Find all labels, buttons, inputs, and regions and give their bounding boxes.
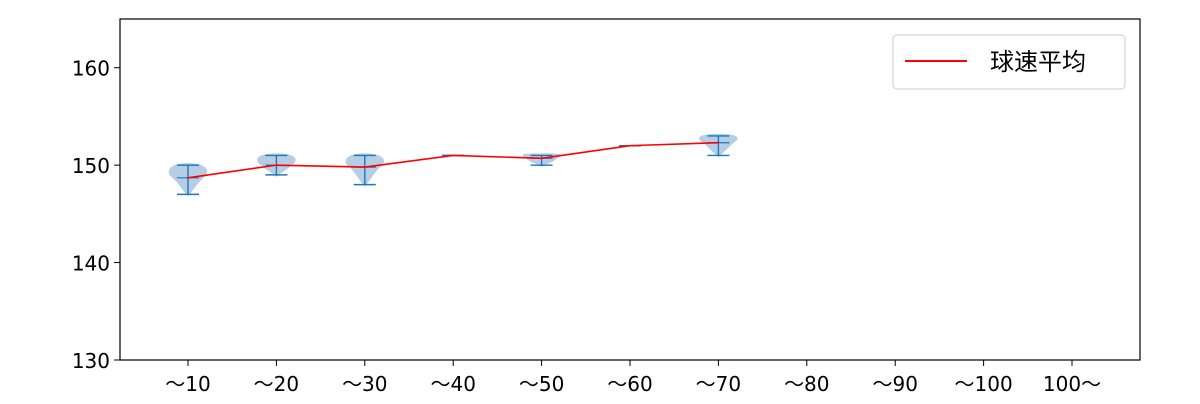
x-tick-label: ～10: [165, 372, 210, 396]
x-tick-label: ～90: [872, 372, 917, 396]
x-tick-label: ～20: [254, 372, 299, 396]
x-tick-label: ～80: [784, 372, 829, 396]
data-point: [629, 144, 631, 147]
y-tick-label: 150: [72, 154, 110, 178]
y-tick-label: 140: [72, 252, 110, 276]
x-tick-label: ～60: [607, 372, 652, 396]
x-tick-label: ～30: [342, 372, 387, 396]
x-tick-label: ～40: [430, 372, 475, 396]
data-point: [187, 177, 189, 179]
y-tick-label: 160: [72, 57, 110, 81]
x-tick-label: ～70: [696, 372, 741, 396]
y-tick-label: 130: [72, 349, 110, 373]
legend: 球速平均: [892, 34, 1126, 90]
data-point: [364, 166, 366, 168]
data-point: [275, 164, 278, 166]
plot-frame: [119, 18, 1141, 361]
x-tick-label: ～50: [519, 372, 564, 396]
data-point: [540, 157, 543, 160]
x-tick-label: ～100: [955, 372, 1013, 396]
x-tick-label: 100～: [1043, 372, 1101, 396]
legend-label: 球速平均: [990, 48, 1086, 76]
data-point: [717, 141, 720, 144]
data-point: [452, 154, 455, 157]
legend-box: [892, 34, 1126, 90]
